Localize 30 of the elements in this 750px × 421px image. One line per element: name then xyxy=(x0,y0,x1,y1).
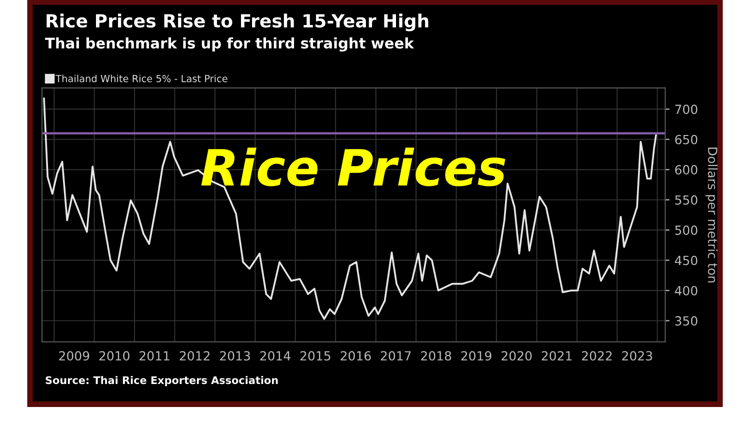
x-tick-label: 2021 xyxy=(542,351,572,361)
y-tick-label: 500 xyxy=(675,226,698,235)
y-tick-label: 450 xyxy=(674,256,698,266)
y-tick-label: 650 xyxy=(675,134,698,144)
y-tick-label: 600 xyxy=(675,165,698,175)
x-tick-label: 2015 xyxy=(300,351,330,361)
y-axis-title: Dollars per metric ton xyxy=(705,148,718,282)
x-tick-label: 2019 xyxy=(461,351,492,361)
source-note: Source: Thai Rice Exporters Association xyxy=(46,376,278,386)
x-tick-label: 2013 xyxy=(220,351,250,361)
line-series xyxy=(43,97,657,320)
x-tick-label: 2016 xyxy=(340,351,371,361)
x-tick-label: 2022 xyxy=(582,351,612,361)
y-tick-label: 550 xyxy=(675,195,698,205)
legend-label: Thailand White Rice 5% - Last Price xyxy=(56,74,228,82)
x-tick-label: 2018 xyxy=(421,351,452,361)
x-tick-label: 2014 xyxy=(260,351,290,361)
x-tick-label: 2011 xyxy=(140,351,170,361)
x-tick-label: 2020 xyxy=(502,351,532,361)
x-tick-label: 2009 xyxy=(59,351,90,361)
x-tick-label: 2010 xyxy=(99,351,130,361)
x-tick-label: 2017 xyxy=(380,351,411,361)
y-tick-label: 700 xyxy=(675,104,698,114)
annotation: Rice Prices xyxy=(201,148,506,186)
x-tick-label: 2023 xyxy=(622,351,652,361)
chart-title: Rice Prices Rise to Fresh 15-Year High xyxy=(46,14,428,32)
x-tick-label: 2012 xyxy=(180,351,210,361)
chart-subtitle: Thai benchmark is up for third straight week xyxy=(45,37,414,52)
y-tick-label: 400 xyxy=(674,286,698,296)
y-tick-label: 350 xyxy=(675,316,698,326)
